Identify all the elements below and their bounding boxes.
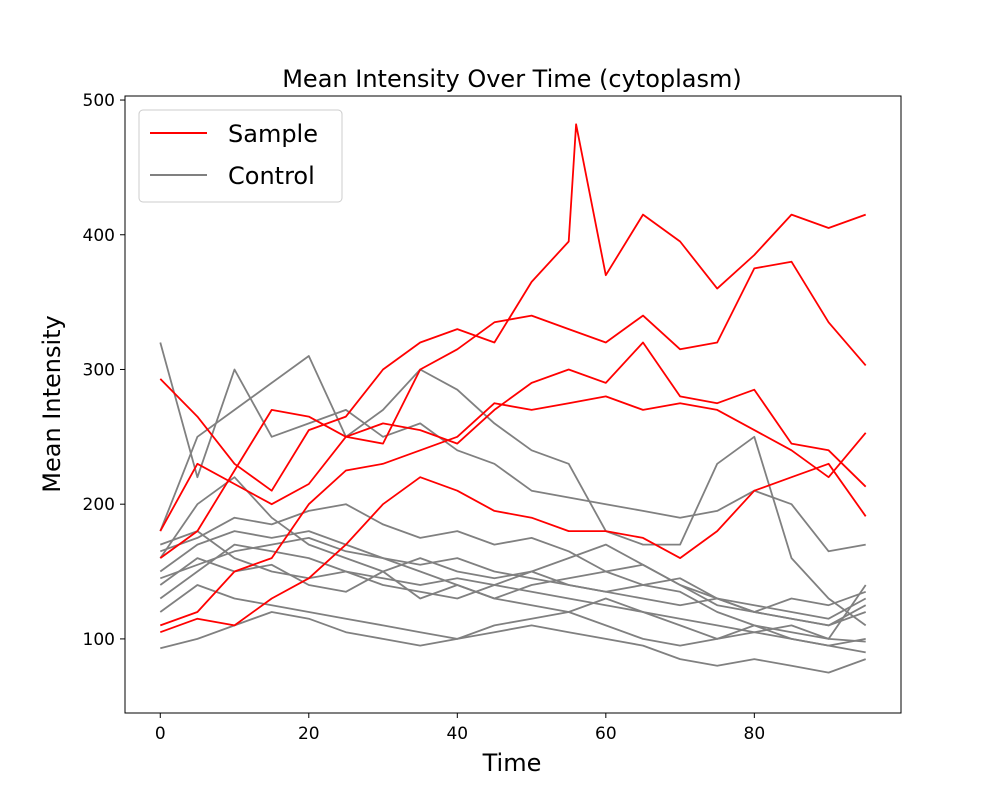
y-axis-title: Mean Intensity	[38, 315, 66, 492]
sample-series-line-1	[159, 260, 867, 559]
chart-title: Mean Intensity Over Time (cytoplasm)	[282, 65, 742, 93]
series-layer	[159, 123, 867, 674]
control-series-line-11	[159, 530, 867, 613]
control-series-line-10	[159, 530, 867, 620]
y-tick-label: 200	[83, 495, 115, 515]
control-series-line-12	[159, 584, 866, 647]
sample-series-line-0	[159, 123, 867, 492]
y-tick-label: 300	[83, 360, 115, 380]
x-tick-label: 60	[595, 724, 617, 744]
x-axis: 0 20 40 60 80	[155, 713, 765, 744]
y-tick-label: 100	[83, 630, 115, 650]
sample-series-line-2	[159, 341, 867, 532]
y-tick-label: 500	[83, 91, 115, 111]
sample-series-line-3	[159, 395, 867, 627]
sample-series-line-4	[159, 462, 867, 634]
x-axis-title: Time	[482, 749, 542, 777]
control-series-line-6	[159, 355, 867, 627]
x-tick-label: 40	[446, 724, 468, 744]
y-axis: 100 200 300 400 500	[83, 91, 125, 650]
x-tick-label: 0	[155, 724, 166, 744]
legend-label-sample: Sample	[228, 120, 318, 148]
legend: Sample Control	[138, 109, 343, 203]
plot-frame	[124, 95, 902, 714]
control-series-line-13	[160, 611, 867, 674]
control-series-line-8	[159, 557, 866, 647]
x-tick-label: 80	[744, 724, 766, 744]
control-series-line-15	[159, 503, 867, 640]
control-series-line-9	[159, 543, 866, 654]
control-series-line-14	[159, 537, 867, 627]
legend-label-control: Control	[228, 162, 315, 190]
control-series-line-5	[159, 342, 866, 553]
x-tick-label: 20	[298, 724, 320, 744]
y-tick-label: 400	[83, 226, 115, 246]
